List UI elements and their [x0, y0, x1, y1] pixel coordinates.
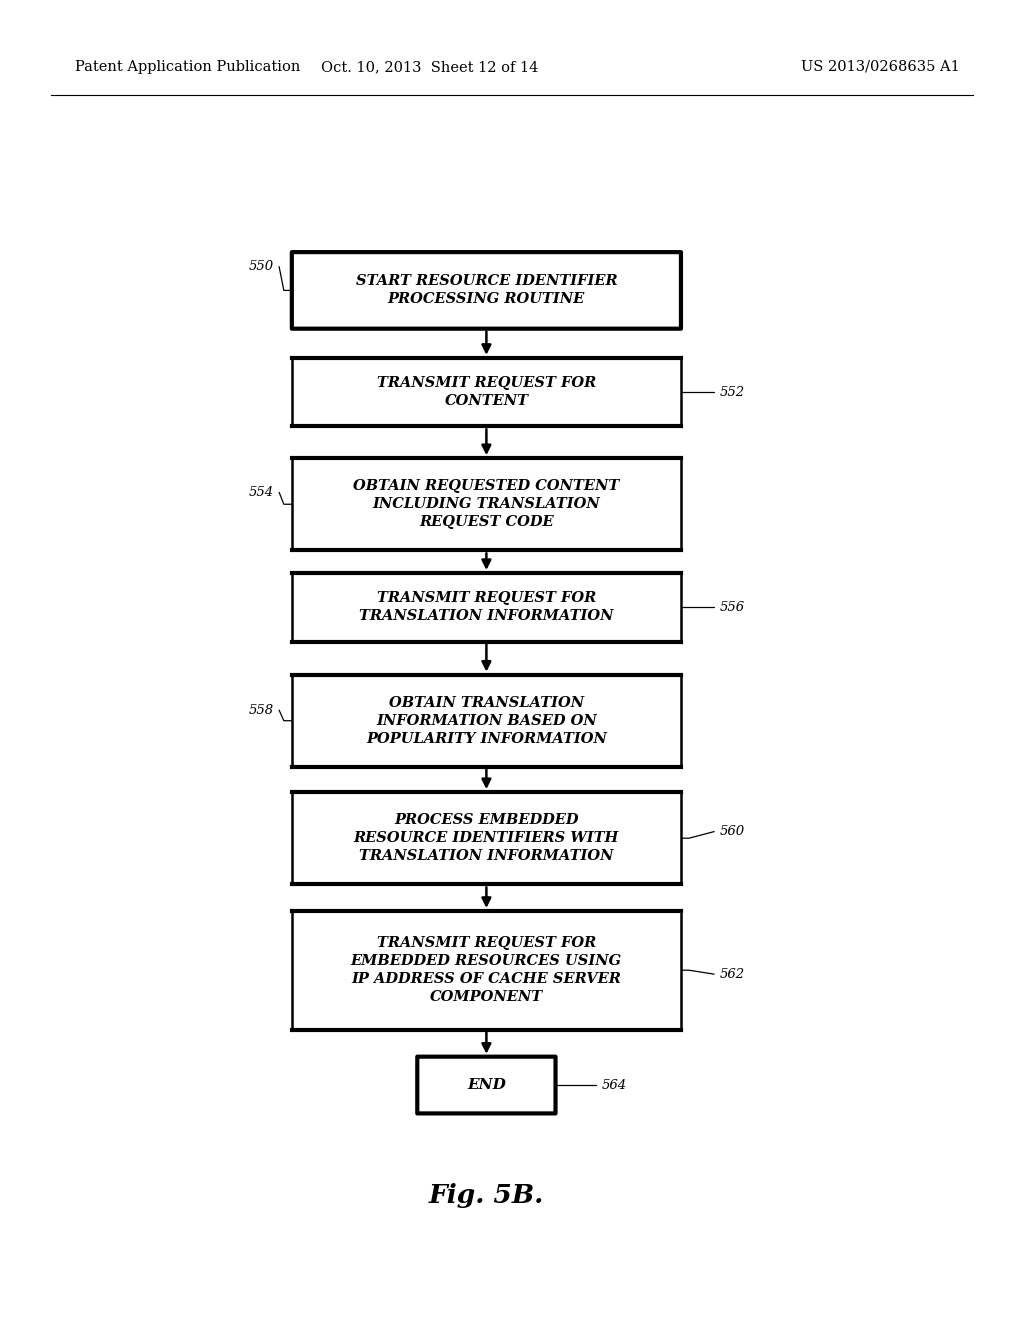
- Bar: [292, 458, 681, 550]
- Text: Fig. 5B.: Fig. 5B.: [429, 1183, 544, 1208]
- Text: US 2013/0268635 A1: US 2013/0268635 A1: [801, 59, 961, 74]
- Text: 564: 564: [602, 1078, 627, 1092]
- Text: OBTAIN REQUESTED CONTENT
INCLUDING TRANSLATION
REQUEST CODE: OBTAIN REQUESTED CONTENT INCLUDING TRANS…: [353, 479, 620, 529]
- Text: Patent Application Publication: Patent Application Publication: [75, 59, 300, 74]
- Text: 556: 556: [720, 601, 744, 614]
- FancyBboxPatch shape: [418, 1056, 555, 1114]
- Text: 552: 552: [720, 385, 744, 399]
- Text: 560: 560: [720, 825, 744, 838]
- Text: TRANSMIT REQUEST FOR
EMBEDDED RESOURCES USING
IP ADDRESS OF CACHE SERVER
COMPONE: TRANSMIT REQUEST FOR EMBEDDED RESOURCES …: [351, 936, 622, 1005]
- Text: 550: 550: [249, 260, 273, 273]
- Text: Oct. 10, 2013  Sheet 12 of 14: Oct. 10, 2013 Sheet 12 of 14: [322, 59, 539, 74]
- Text: 562: 562: [720, 968, 744, 981]
- Bar: [292, 358, 681, 426]
- Bar: [292, 792, 681, 884]
- Text: START RESOURCE IDENTIFIER
PROCESSING ROUTINE: START RESOURCE IDENTIFIER PROCESSING ROU…: [355, 275, 617, 306]
- Text: OBTAIN TRANSLATION
INFORMATION BASED ON
POPULARITY INFORMATION: OBTAIN TRANSLATION INFORMATION BASED ON …: [366, 696, 607, 746]
- Text: PROCESS EMBEDDED
RESOURCE IDENTIFIERS WITH
TRANSLATION INFORMATION: PROCESS EMBEDDED RESOURCE IDENTIFIERS WI…: [353, 813, 620, 863]
- Text: 558: 558: [249, 704, 273, 717]
- Bar: [292, 573, 681, 642]
- Text: TRANSMIT REQUEST FOR
TRANSLATION INFORMATION: TRANSMIT REQUEST FOR TRANSLATION INFORMA…: [359, 591, 613, 623]
- FancyBboxPatch shape: [292, 252, 681, 329]
- Bar: [292, 911, 681, 1030]
- Text: 554: 554: [249, 486, 273, 499]
- Text: TRANSMIT REQUEST FOR
CONTENT: TRANSMIT REQUEST FOR CONTENT: [377, 376, 596, 408]
- Text: END: END: [467, 1078, 506, 1092]
- Bar: [292, 675, 681, 767]
